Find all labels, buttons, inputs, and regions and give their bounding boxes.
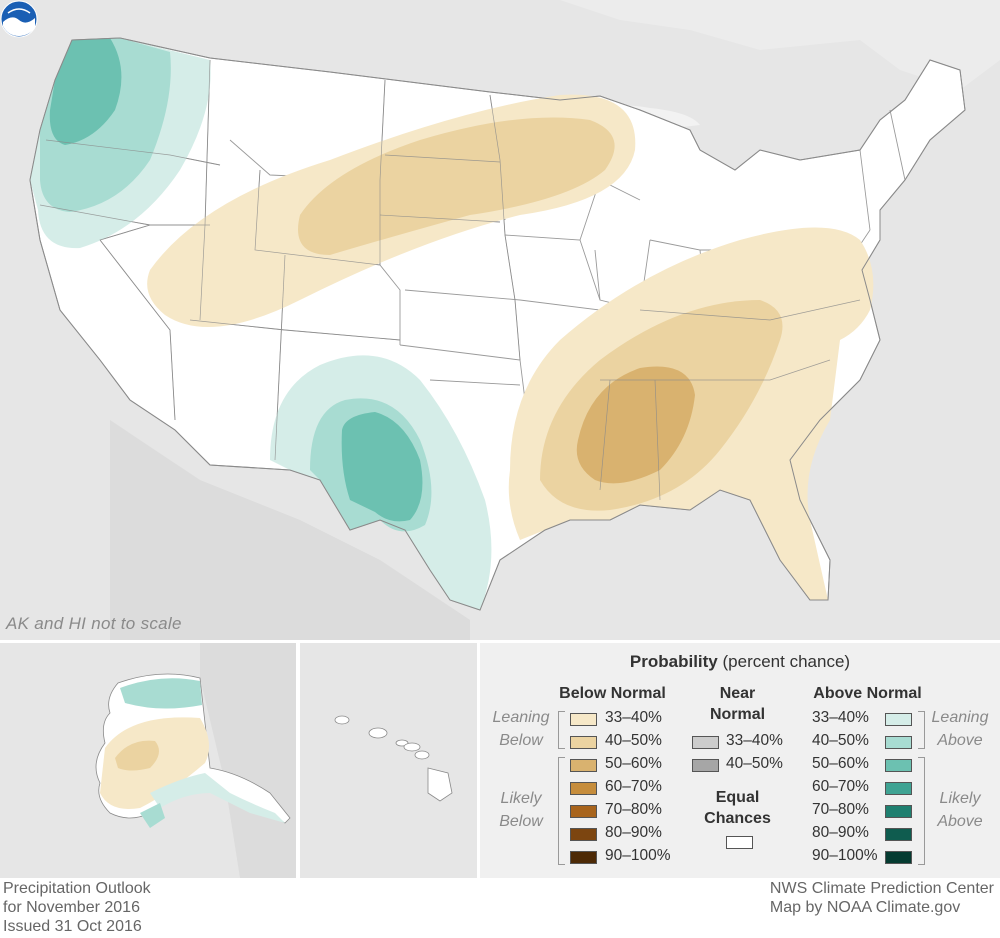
hawaii-inset	[300, 643, 477, 878]
below-normal-swatch-5	[570, 828, 597, 841]
below-50-60-southeast	[576, 366, 695, 484]
below-normal-label-4: 70–80%	[605, 801, 662, 818]
legend: Probability (percent chance) Below Norma…	[480, 643, 1000, 878]
below-normal-label-6: 90–100%	[605, 847, 671, 864]
above-normal-heading: Above Normal	[813, 685, 922, 702]
equal-chances-heading: Equal Chances	[704, 789, 771, 827]
above-normal-swatch-4	[885, 805, 912, 818]
scale-note: AK and HI not to scale	[6, 614, 182, 633]
credit-line-2: Map by NOAA Climate.gov	[769, 899, 961, 916]
above-normal-label-0: 33–40%	[812, 709, 869, 726]
credit-caption: NWS Climate Prediction Center Map by NOA…	[770, 879, 994, 917]
above-normal-swatch-6	[885, 851, 912, 864]
leaning-above-bracket	[918, 711, 925, 749]
likely-above-label: Likely Above	[937, 790, 983, 830]
equal-chances-swatch	[726, 836, 753, 849]
leaning-below-label: Leaning Below	[492, 709, 550, 749]
below-normal-label-3: 60–70%	[605, 778, 662, 795]
conus-map: AK and HI not to scale	[0, 0, 1000, 640]
below-normal-heading: Below Normal	[559, 685, 666, 702]
alaska-map-graphic	[95, 643, 296, 878]
near-normal-swatch-1	[692, 759, 719, 772]
below-normal-swatch-2	[570, 759, 597, 772]
above-normal-areas	[30, 38, 492, 610]
above-normal-label-5: 80–90%	[812, 824, 869, 841]
likely-below-bracket	[558, 757, 565, 865]
alaska-inset	[0, 643, 296, 878]
near-normal-label-0: 33–40%	[726, 732, 783, 749]
above-50-60-northwest	[49, 38, 122, 145]
caption-line-2: for November 2016	[3, 899, 140, 916]
caption-line-3: Issued 31 Oct 2016	[3, 918, 142, 935]
below-normal-label-1: 40–50%	[605, 732, 662, 749]
below-40-50-north	[298, 117, 615, 255]
leaning-below-bracket	[558, 711, 565, 749]
credit-line-1: NWS Climate Prediction Center	[769, 880, 994, 897]
below-normal-label-5: 80–90%	[605, 824, 662, 841]
below-normal-swatch-4	[570, 805, 597, 818]
below-normal-swatch-3	[570, 782, 597, 795]
above-normal-label-6: 90–100%	[812, 847, 878, 864]
below-normal-label-0: 33–40%	[605, 709, 662, 726]
caption-line-1: Precipitation Outlook	[3, 880, 151, 897]
near-normal-heading: Near Normal	[709, 685, 766, 723]
outlook-caption: Precipitation Outlook for November 2016 …	[3, 879, 151, 936]
near-normal-swatch-0	[692, 736, 719, 749]
near-normal-label-1: 40–50%	[726, 755, 783, 772]
below-normal-label-2: 50–60%	[605, 755, 662, 772]
above-normal-label-3: 60–70%	[812, 778, 869, 795]
below-normal-swatch-0	[570, 713, 597, 726]
above-normal-swatch-2	[885, 759, 912, 772]
noaa-logo-icon	[0, 0, 38, 38]
likely-below-label: Likely Below	[499, 790, 543, 830]
above-normal-swatch-5	[885, 828, 912, 841]
conus-map-graphic	[29, 37, 966, 611]
below-normal-swatch-1	[570, 736, 597, 749]
above-normal-swatch-1	[885, 736, 912, 749]
above-50-60-southwest	[341, 412, 423, 522]
hawaii-map-graphic	[334, 715, 453, 802]
below-normal-areas	[147, 94, 874, 600]
leaning-above-label: Leaning Above	[931, 709, 989, 749]
above-normal-label-1: 40–50%	[812, 732, 869, 749]
above-normal-label-4: 70–80%	[812, 801, 869, 818]
above-normal-swatch-0	[885, 713, 912, 726]
above-normal-label-2: 50–60%	[812, 755, 869, 772]
above-normal-swatch-3	[885, 782, 912, 795]
likely-above-bracket	[918, 757, 925, 865]
legend-title: Probability (percent chance)	[629, 652, 851, 671]
below-normal-swatch-6	[570, 851, 597, 864]
